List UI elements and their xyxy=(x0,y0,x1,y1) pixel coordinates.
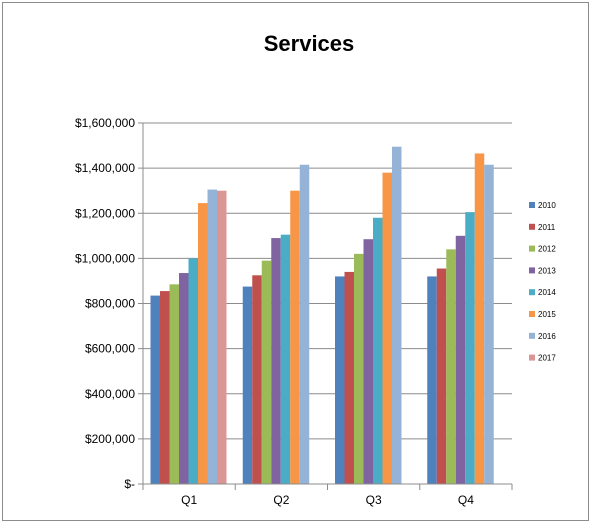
y-axis-ticks: $- $200,000 $400,000 $600,000 $800,000 $1,000… xyxy=(75,116,135,491)
bar-2014-Q2 xyxy=(280,234,291,484)
bar-2012-Q3 xyxy=(354,253,364,484)
legend-swatch-2017 xyxy=(529,354,535,361)
bar-2012-Q4 xyxy=(446,249,456,484)
bar-2013-Q1 xyxy=(179,273,189,484)
bars xyxy=(150,146,494,485)
chart-area: Services $- $200,000 $400,000 $600,000 $800,… xyxy=(2,2,589,521)
x-tick-label: Q4 xyxy=(458,493,474,507)
x-tick-label: Q2 xyxy=(273,493,289,507)
y-tick-label: $- xyxy=(124,477,135,491)
x-tick-label: Q1 xyxy=(181,493,197,507)
legend: 2010 2011 2012 2013 2014 2015 2016 2017 xyxy=(529,201,556,363)
legend-label-2016: 2016 xyxy=(538,332,556,341)
bar-2011-Q3 xyxy=(344,271,354,484)
y-tick-label: $1,600,000 xyxy=(75,116,135,130)
legend-swatch-2012 xyxy=(529,245,535,252)
bar-2015-Q4 xyxy=(474,153,485,484)
y-tick-label: $1,000,000 xyxy=(75,251,135,265)
y-tick-label: $800,000 xyxy=(85,297,135,311)
bar-2015-Q1 xyxy=(198,203,208,485)
bar-2013-Q2 xyxy=(271,238,281,484)
legend-swatch-2011 xyxy=(529,223,535,230)
chart-canvas: Services $- $200,000 $400,000 $600,000 $800,… xyxy=(75,31,556,507)
bar-2014-Q1 xyxy=(188,258,198,484)
y-tick-label: $1,400,000 xyxy=(75,161,135,175)
legend-label-2012: 2012 xyxy=(538,245,556,254)
y-tick-label: $600,000 xyxy=(85,342,135,356)
bar-2015-Q2 xyxy=(290,190,300,484)
legend-label-2017: 2017 xyxy=(538,354,556,363)
bar-2010-Q4 xyxy=(427,276,437,484)
bar-2010-Q1 xyxy=(150,295,160,484)
x-axis-ticks: Q1 Q2 Q3 Q4 xyxy=(181,493,474,507)
bar-2013-Q3 xyxy=(363,239,373,484)
legend-label-2010: 2010 xyxy=(538,201,556,210)
bar-2016-Q2 xyxy=(299,164,310,484)
bar-2010-Q2 xyxy=(242,286,253,484)
legend-swatch-2013 xyxy=(529,267,535,274)
y-tick-label: $400,000 xyxy=(85,387,135,401)
bar-2012-Q1 xyxy=(169,284,179,484)
axes xyxy=(138,122,513,490)
chart-title: Services xyxy=(264,31,355,56)
bar-2011-Q4 xyxy=(436,268,447,484)
bar-2016-Q3 xyxy=(392,146,402,485)
bar-2014-Q4 xyxy=(465,212,475,484)
legend-swatch-2014 xyxy=(529,289,535,296)
legend-label-2014: 2014 xyxy=(538,288,556,297)
legend-swatch-2015 xyxy=(529,311,535,317)
legend-label-2013: 2013 xyxy=(538,266,556,275)
bar-2012-Q2 xyxy=(261,260,272,484)
bar-2016-Q4 xyxy=(484,164,494,484)
bar-2017-Q1 xyxy=(217,190,227,484)
bar-2015-Q3 xyxy=(382,172,392,484)
x-tick-label: Q3 xyxy=(366,493,382,507)
bar-2011-Q1 xyxy=(160,291,170,484)
legend-swatch-2010 xyxy=(529,202,535,208)
bar-2010-Q3 xyxy=(335,276,345,484)
bar-2013-Q4 xyxy=(455,235,466,484)
legend-swatch-2016 xyxy=(529,332,535,339)
legend-label-2011: 2011 xyxy=(538,223,556,232)
y-tick-label: $200,000 xyxy=(85,432,135,446)
bar-2014-Q3 xyxy=(373,217,383,484)
bar-2011-Q2 xyxy=(252,275,262,484)
y-tick-label: $1,200,000 xyxy=(75,206,135,220)
bar-2016-Q1 xyxy=(207,189,217,484)
legend-label-2015: 2015 xyxy=(538,310,556,319)
